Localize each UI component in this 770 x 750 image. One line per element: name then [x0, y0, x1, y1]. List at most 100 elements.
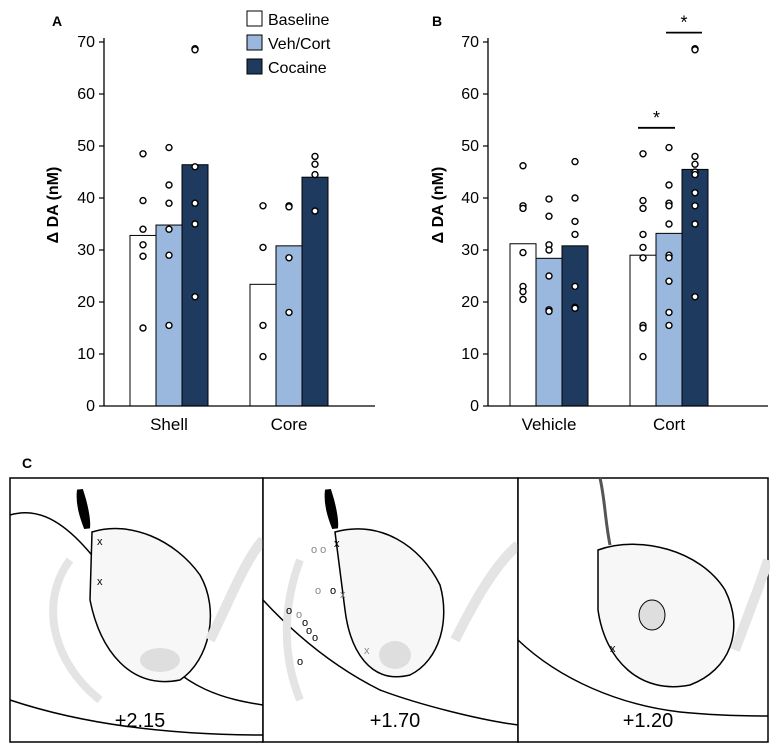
- data-point: [571, 230, 579, 239]
- data-point: [639, 243, 647, 252]
- data-point: [639, 352, 647, 361]
- data-point: [191, 220, 199, 228]
- category-label: Vehicle: [522, 415, 577, 434]
- data-point: [571, 217, 579, 226]
- brain-sections: x x +2.15 x o o o o x x o o o o o o +1.7…: [9, 477, 770, 743]
- bar: [561, 245, 589, 407]
- data-point: [165, 321, 173, 330]
- section-tract: [730, 558, 770, 652]
- section-tract: [205, 536, 267, 643]
- data-point: [665, 254, 673, 262]
- data-point: [571, 304, 579, 312]
- y-tick-label: 60: [77, 86, 95, 103]
- data-point: [665, 181, 673, 189]
- data-point: [259, 243, 267, 252]
- placement-marker: x: [340, 589, 346, 601]
- bar: [509, 243, 537, 407]
- placement-marker: o o: [311, 544, 326, 556]
- y-tick-label: 20: [77, 294, 95, 311]
- nucleus-outline: [597, 543, 735, 688]
- data-point: [311, 152, 319, 161]
- data-point: [191, 46, 199, 54]
- data-point: [139, 324, 147, 332]
- nucleus-outline: [334, 528, 445, 678]
- panel-label-a: A: [52, 13, 62, 29]
- data-point: [165, 251, 173, 259]
- y-tick-label: 40: [461, 190, 479, 207]
- section-contour: [517, 639, 769, 717]
- data-point: [665, 277, 673, 285]
- data-point: [165, 225, 173, 233]
- category-label: Cort: [653, 415, 685, 434]
- data-point: [545, 272, 553, 280]
- section-contour: [9, 699, 264, 736]
- placement-marker: o: [296, 609, 302, 621]
- data-point: [639, 254, 647, 262]
- data-point: [519, 204, 527, 213]
- section-1-20: x +1.20: [517, 477, 770, 743]
- section-label: +1.20: [623, 710, 674, 732]
- y-tick-label: 50: [77, 138, 95, 155]
- data-point: [665, 202, 673, 210]
- chart-a-ylabel: Δ DA (nM): [45, 167, 62, 244]
- data-point: [691, 160, 699, 168]
- section-label: +1.70: [370, 710, 421, 732]
- data-point: [639, 230, 647, 239]
- data-point: [139, 225, 147, 233]
- section-tract: [49, 557, 103, 704]
- chart-b-ylabel: Δ DA (nM): [430, 167, 447, 244]
- data-point: [665, 308, 673, 317]
- placement-marker: o: [330, 585, 336, 597]
- data-point: [191, 293, 199, 301]
- category-label: Core: [271, 415, 308, 434]
- legend-swatch-cocaine: [246, 58, 263, 75]
- section-tract: [282, 558, 304, 702]
- placement-marker: x: [97, 576, 103, 588]
- y-tick-label: 10: [77, 346, 95, 363]
- data-point: [259, 321, 267, 330]
- data-point: [519, 248, 527, 257]
- data-point: [665, 220, 673, 228]
- data-point: [519, 287, 527, 296]
- y-tick-label: 10: [461, 346, 479, 363]
- data-point: [139, 241, 147, 249]
- legend-label-baseline: Baseline: [268, 12, 329, 29]
- data-point: [285, 254, 293, 262]
- section-contour: [262, 599, 519, 726]
- y-tick-label: 20: [461, 294, 479, 311]
- data-point: [259, 352, 267, 361]
- data-point: [311, 170, 319, 179]
- chart-a: Δ DA (nM) Shell Core 0 10 20 30 40 50 60 70: [45, 34, 375, 434]
- data-point: [165, 199, 173, 207]
- bar: [535, 257, 563, 407]
- data-point: [639, 196, 647, 205]
- placement-marker: o: [302, 617, 308, 629]
- data-point: [191, 163, 199, 171]
- data-point: [285, 203, 293, 211]
- data-point: [139, 150, 147, 158]
- data-point: [285, 308, 293, 317]
- data-point: [639, 204, 647, 213]
- legend-swatch-veh-cort: [246, 34, 263, 51]
- y-tick-label: 40: [77, 190, 95, 207]
- panel-label-c: C: [22, 455, 32, 471]
- y-tick-label: 0: [86, 398, 95, 415]
- placement-marker: o: [297, 656, 303, 668]
- placement-marker: o: [306, 625, 312, 637]
- data-point: [545, 195, 553, 203]
- y-tick-label: 70: [461, 34, 479, 51]
- y-tick-label: 0: [470, 398, 479, 415]
- bar: [275, 245, 303, 407]
- significance-star: *: [653, 108, 660, 128]
- section-tract: [598, 477, 612, 546]
- data-point: [139, 252, 147, 260]
- bar: [301, 176, 329, 407]
- data-point: [165, 143, 173, 152]
- legend-label-veh-cort: Veh/Cort: [268, 36, 331, 53]
- nucleus-outline: [89, 527, 212, 683]
- data-point: [691, 170, 699, 179]
- data-point: [259, 202, 267, 210]
- data-point: [571, 194, 579, 202]
- significance-star: *: [680, 13, 687, 33]
- data-point: [691, 202, 699, 210]
